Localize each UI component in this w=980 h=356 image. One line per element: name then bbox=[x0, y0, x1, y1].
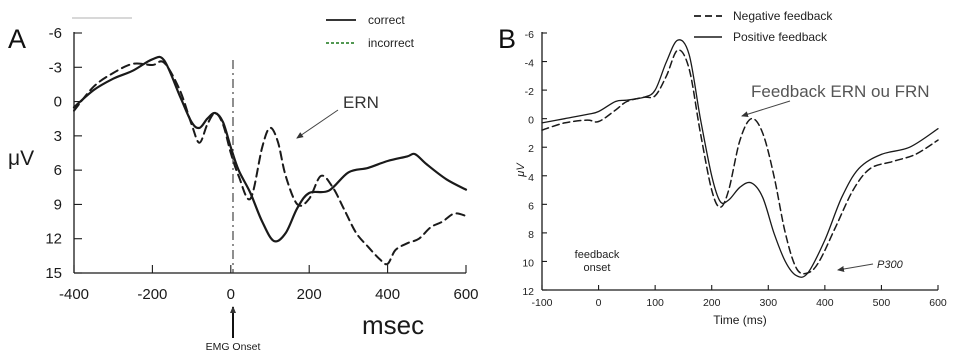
a-ytick-label: 0 bbox=[54, 94, 62, 111]
b-series-positive-feedback bbox=[541, 39, 939, 278]
b-ytick-label: 0 bbox=[528, 115, 534, 127]
panel-b-label: B bbox=[498, 24, 516, 54]
b-ytick-label: 10 bbox=[522, 257, 534, 269]
b-ytick-label: 4 bbox=[528, 172, 534, 184]
legend-positive-label: Positive feedback bbox=[733, 30, 828, 44]
feedback-onset-label-1: feedback bbox=[575, 249, 620, 261]
b-xtick-label: 200 bbox=[703, 297, 721, 309]
panel-a-axes bbox=[73, 32, 466, 274]
panel-a-ylabel: μV bbox=[8, 147, 34, 170]
panel-b-ticks: -100 0 100 200 300 400 500 600 -6 -4 -2 0 2 4 6 8 10 12 bbox=[522, 29, 947, 309]
b-xtick-label: -100 bbox=[531, 297, 552, 309]
panel-b-series bbox=[541, 39, 939, 278]
feedback-ern-annotation: Feedback ERN ou FRN bbox=[751, 82, 930, 101]
b-xtick-label: 0 bbox=[596, 297, 602, 309]
p300-arrow bbox=[837, 263, 874, 272]
b-ytick-label: -2 bbox=[525, 86, 534, 98]
b-ytick-label: -6 bbox=[525, 29, 534, 41]
a-xtick-label: -400 bbox=[59, 286, 89, 303]
b-xtick-label: 100 bbox=[646, 297, 664, 309]
a-xtick-label: 400 bbox=[375, 286, 400, 303]
a-ytick-label: -3 bbox=[49, 59, 62, 76]
b-xtick-label: 400 bbox=[816, 297, 834, 309]
b-ytick-label: 8 bbox=[528, 229, 534, 241]
b-ytick-label: 2 bbox=[528, 143, 534, 155]
panel-a: A -400 -200 0 200 400 600 -6 -3 0 3 6 9 12 15 μV msec… bbox=[8, 13, 479, 353]
panel-b-legend: Negative feedback Positive feedback bbox=[694, 9, 833, 44]
panel-b-ylabel: μV bbox=[515, 162, 527, 178]
emg-onset-label: EMG Onset bbox=[206, 341, 261, 353]
p300-annotation: P300 bbox=[877, 259, 904, 271]
b-series-negative-feedback bbox=[541, 49, 939, 275]
feedback-onset-label-2: onset bbox=[584, 262, 611, 274]
a-ytick-label: -6 bbox=[49, 25, 62, 42]
a-ytick-label: 15 bbox=[45, 265, 62, 282]
panel-a-ticks: -400 -200 0 200 400 600 -6 -3 0 3 6 9 12 15 bbox=[45, 25, 478, 303]
a-xtick-label: -200 bbox=[137, 286, 167, 303]
b-ytick-label: 12 bbox=[522, 286, 534, 298]
a-xtick-label: 0 bbox=[227, 286, 235, 303]
panel-a-legend: correct incorrect bbox=[326, 13, 415, 50]
ern-annotation: ERN bbox=[343, 93, 379, 112]
b-ytick-label: 6 bbox=[528, 200, 534, 212]
a-ytick-label: 9 bbox=[54, 196, 62, 213]
a-series-incorrect bbox=[73, 60, 467, 266]
panel-a-xlabel: msec bbox=[362, 310, 424, 340]
b-ytick-label: -4 bbox=[525, 58, 534, 70]
b-xtick-label: 600 bbox=[929, 297, 947, 309]
panel-a-series bbox=[72, 55, 468, 266]
panel-a-label: A bbox=[8, 24, 26, 54]
a-ytick-label: 3 bbox=[54, 128, 62, 145]
a-ytick-label: 6 bbox=[54, 162, 62, 179]
a-xtick-label: 200 bbox=[297, 286, 322, 303]
b-xtick-label: 300 bbox=[760, 297, 778, 309]
ern-arrow bbox=[296, 109, 339, 139]
legend-correct-label: correct bbox=[368, 13, 405, 27]
feedback-ern-arrow bbox=[741, 100, 791, 118]
legend-incorrect-label: incorrect bbox=[368, 36, 415, 50]
panel-b-axes bbox=[541, 32, 938, 291]
b-xtick-label: 500 bbox=[873, 297, 891, 309]
panel-b: B -100 0 100 200 300 400 500 600 -6 -4 -2 0 2 4 6 8 10 12… bbox=[498, 9, 947, 327]
panel-b-xlabel: Time (ms) bbox=[713, 313, 767, 327]
a-ytick-label: 12 bbox=[45, 231, 62, 248]
a-xtick-label: 600 bbox=[453, 286, 478, 303]
legend-negative-label: Negative feedback bbox=[733, 9, 833, 23]
a-series-correct bbox=[72, 55, 468, 243]
